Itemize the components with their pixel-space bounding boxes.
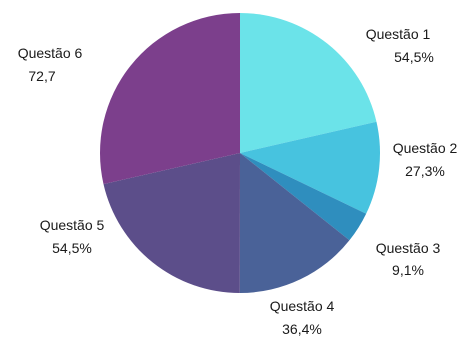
label-value-questao-3: 9,1%	[392, 262, 424, 278]
label-value-questao-1: 54,5%	[394, 49, 434, 65]
label-value-questao-2: 27,3%	[405, 163, 445, 179]
label-questao-4: Questão 4 36,4%	[270, 298, 335, 337]
label-name-questao-3: Questão 3	[376, 240, 441, 256]
pie-slice-questao-2	[240, 121, 380, 214]
pie-slice-questao-5	[103, 153, 240, 293]
pie-slice-questao-4	[239, 153, 350, 294]
label-questao-1: Questão 1 54,5%	[366, 26, 434, 65]
pie-slice-questao-6	[100, 13, 240, 185]
label-name-questao-6: Questão 6	[18, 45, 83, 61]
pie-slices	[100, 13, 380, 294]
label-name-questao-2: Questão 2	[393, 140, 458, 156]
label-questao-2: Questão 2 27,3%	[393, 140, 458, 179]
label-name-questao-5: Questão 5	[40, 217, 105, 233]
label-value-questao-6: 72,7	[28, 68, 55, 84]
pie-slice-questao-3	[240, 153, 367, 241]
label-questao-3: Questão 3 9,1%	[376, 240, 441, 278]
label-questao-6: Questão 6 72,7	[18, 45, 83, 84]
label-name-questao-4: Questão 4	[270, 298, 335, 314]
label-value-questao-4: 36,4%	[282, 321, 322, 337]
label-value-questao-5: 54,5%	[52, 240, 92, 256]
pie-slice-questao-1	[240, 13, 377, 153]
label-questao-5: Questão 5 54,5%	[40, 217, 105, 256]
label-name-questao-1: Questão 1	[366, 26, 431, 42]
